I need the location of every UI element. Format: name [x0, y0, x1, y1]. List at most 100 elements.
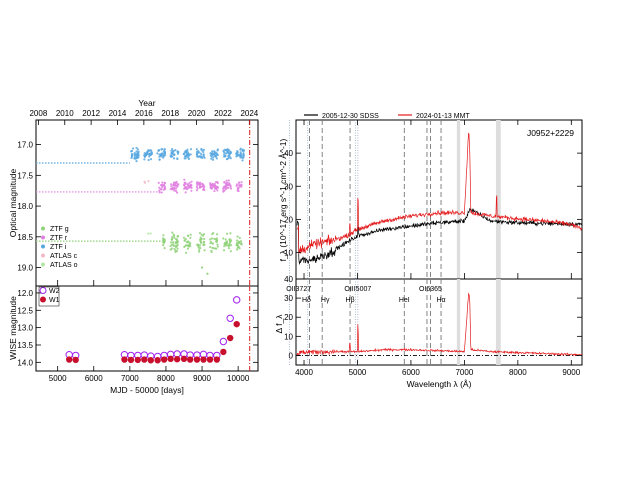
optical-point	[184, 191, 187, 194]
optical-point	[242, 153, 245, 156]
optical-point	[162, 188, 166, 191]
wise-point-w1	[147, 357, 154, 364]
optical-y-tick-label: 19.0	[17, 264, 33, 273]
optical-point	[229, 232, 232, 235]
optical-point	[216, 186, 219, 189]
wise-point-w1	[160, 356, 168, 363]
optical-y-tick-label: 17.0	[17, 141, 33, 150]
optical-point	[201, 185, 205, 188]
optical-point	[183, 178, 186, 181]
optical-point	[228, 153, 231, 156]
optical-point	[229, 157, 232, 160]
optical-point	[214, 155, 217, 158]
optical-point	[240, 181, 243, 184]
optical-point	[162, 239, 166, 243]
wise-x-label: MJD - 50000 [days]	[110, 385, 184, 395]
optical-point	[214, 184, 217, 187]
optical-point	[160, 152, 163, 155]
optical-point	[238, 247, 241, 250]
wise-legend-marker	[40, 296, 46, 303]
optical-point	[225, 149, 228, 152]
optical-point	[176, 157, 179, 160]
optical-point	[160, 191, 163, 194]
difference-x-axis: 4000 5000 6000 7000 8000 9000	[295, 120, 581, 377]
optical-point	[176, 152, 180, 155]
optical-point	[157, 181, 160, 184]
optical-y-tick-label: 17.5	[17, 171, 33, 180]
optical-point	[215, 237, 219, 240]
optical-legend-label: ZTF r	[50, 235, 68, 242]
optical-point	[174, 182, 177, 185]
optical-point	[147, 158, 150, 162]
wise-point-w1	[180, 355, 188, 363]
optical-point	[210, 237, 214, 240]
optical-point	[174, 189, 178, 193]
optical-point	[201, 234, 205, 237]
wise-point-w1	[213, 356, 221, 363]
optical-point	[158, 155, 161, 158]
optical-point	[162, 244, 165, 247]
optical-point	[146, 152, 149, 155]
wise-points	[65, 296, 241, 364]
difference-x-tick-label: 9000	[562, 368, 580, 377]
year-tick-label: 2020	[188, 109, 206, 118]
optical-point	[187, 234, 190, 237]
optical-point	[169, 188, 172, 191]
optical-point	[225, 242, 228, 245]
optical-point	[229, 240, 232, 243]
wise-x-tick-label: 5000	[49, 374, 67, 383]
optical-legend-marker	[41, 244, 45, 249]
optical-point	[198, 231, 202, 235]
optical-point	[170, 238, 174, 241]
optical-point	[200, 148, 203, 151]
optical-point	[187, 157, 190, 161]
optical-point	[235, 183, 239, 186]
optical-point	[158, 191, 161, 194]
optical-point	[190, 189, 193, 192]
optical-point	[144, 154, 147, 158]
optical-point	[148, 152, 151, 155]
optical-point	[147, 180, 150, 183]
optical-point	[211, 150, 214, 153]
wise-y-tick-label: 12.5	[17, 306, 33, 315]
spectrum-y-tick-label: 40	[284, 149, 293, 158]
optical-point	[175, 241, 178, 244]
wise-x-tick-label: 10000	[227, 374, 250, 383]
wise-point-w2	[219, 337, 228, 346]
optical-point	[189, 184, 192, 187]
difference-y-tick-label: 10	[284, 332, 293, 341]
emission-line-label: OI6365	[419, 286, 442, 293]
optical-point	[135, 146, 138, 150]
optical-point	[197, 182, 201, 186]
optical-point	[172, 184, 175, 187]
optical-point	[176, 235, 179, 238]
optical-point	[239, 147, 242, 150]
optical-points	[130, 146, 246, 275]
spectrum-y-tick-label: 10	[284, 249, 293, 258]
optical-point	[223, 153, 226, 156]
optical-point	[235, 155, 238, 158]
optical-legend-label: ATLAS o	[50, 262, 78, 269]
optical-legend-label: ZTF i	[50, 244, 67, 251]
optical-point	[240, 183, 243, 187]
optical-point	[241, 159, 244, 162]
optical-point	[173, 188, 176, 191]
optical-point	[185, 240, 189, 243]
optical-point	[176, 183, 179, 186]
optical-point	[161, 181, 164, 184]
telluric-band	[495, 120, 501, 279]
wise-y-tick-label: 12.0	[17, 289, 33, 298]
optical-point	[163, 247, 166, 250]
optical-point	[163, 185, 167, 188]
optical-point	[229, 238, 232, 241]
optical-point	[189, 236, 192, 239]
optical-point	[188, 181, 191, 184]
difference-y-label: Δ f_λ	[274, 314, 284, 334]
optical-point	[130, 149, 134, 153]
optical-point	[197, 149, 200, 153]
wise-point-w1	[193, 356, 201, 363]
optical-point	[210, 187, 213, 190]
optical-point	[203, 237, 206, 241]
difference-x-tick-label: 7000	[455, 368, 473, 377]
